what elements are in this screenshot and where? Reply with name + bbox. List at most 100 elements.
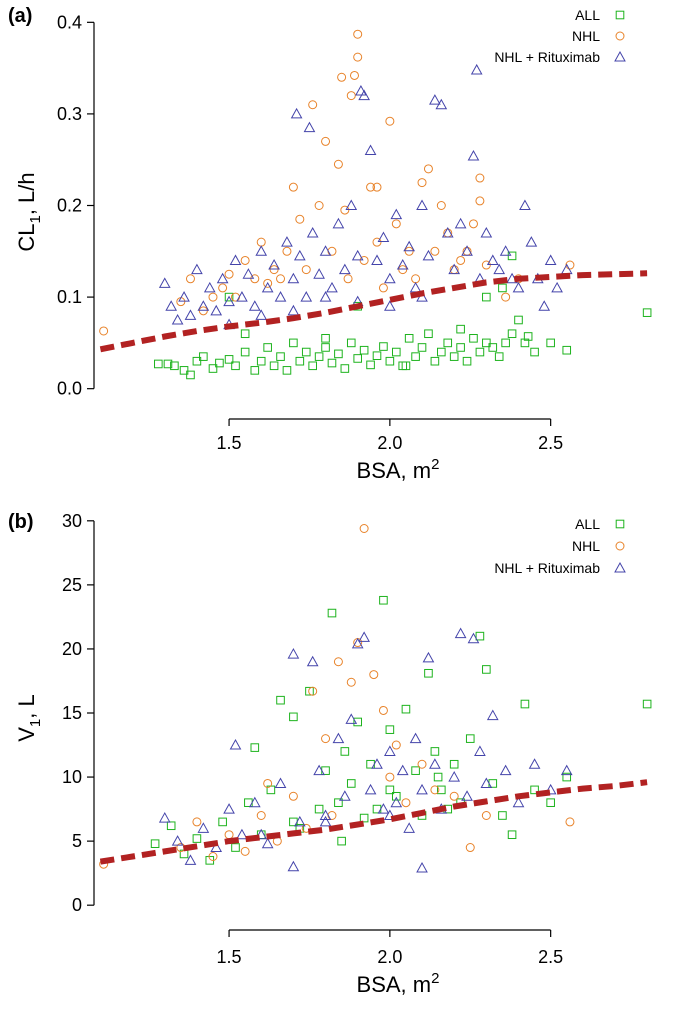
data-point xyxy=(199,352,208,361)
data-point xyxy=(203,281,216,293)
data-point xyxy=(449,791,459,801)
data-point xyxy=(287,860,300,872)
data-point xyxy=(340,205,350,215)
data-point xyxy=(475,631,485,641)
data-point xyxy=(343,274,353,284)
data-point xyxy=(480,777,493,788)
data-point xyxy=(366,182,376,192)
data-point xyxy=(430,785,440,795)
x-axis-title-main: BSA, m xyxy=(357,972,432,997)
y-tick-label: 15 xyxy=(62,703,82,723)
data-point xyxy=(475,347,485,357)
data-point xyxy=(528,758,541,769)
data-point xyxy=(379,342,388,351)
data-point xyxy=(321,343,330,352)
data-point xyxy=(305,686,314,696)
data-point xyxy=(353,52,363,62)
legend-marker xyxy=(615,31,625,41)
data-point xyxy=(327,358,337,368)
data-point xyxy=(332,732,345,744)
data-point xyxy=(441,226,454,238)
data-point xyxy=(250,366,260,375)
data-point xyxy=(236,291,248,302)
data-point xyxy=(474,745,486,756)
y-tick-label: 0 xyxy=(72,895,82,915)
data-point xyxy=(326,281,338,293)
data-point xyxy=(301,265,311,275)
data-point xyxy=(416,199,428,210)
data-point xyxy=(276,352,285,361)
data-point xyxy=(435,98,448,110)
data-point xyxy=(560,764,573,776)
y-tick-label: 20 xyxy=(62,639,82,659)
data-point xyxy=(437,347,446,357)
data-point xyxy=(261,281,274,293)
data-point xyxy=(351,637,364,649)
data-point xyxy=(436,201,446,210)
data-point xyxy=(163,359,173,369)
data-point xyxy=(240,329,250,339)
data-point xyxy=(520,699,530,709)
data-point xyxy=(353,29,363,39)
data-point xyxy=(308,361,317,371)
data-point xyxy=(530,785,539,795)
data-point xyxy=(154,359,163,369)
data-point xyxy=(507,830,517,840)
data-point xyxy=(468,219,478,229)
data-point xyxy=(295,356,305,366)
data-point xyxy=(269,265,279,275)
data-point xyxy=(409,732,422,744)
data-point xyxy=(379,595,388,605)
data-point xyxy=(469,334,478,343)
data-point xyxy=(391,740,401,750)
data-point xyxy=(498,811,507,820)
data-point xyxy=(319,291,332,302)
data-point xyxy=(371,254,383,265)
data-point xyxy=(359,813,369,823)
data-point xyxy=(208,364,218,373)
data-point xyxy=(256,356,266,366)
data-point xyxy=(385,356,395,366)
data-point xyxy=(481,811,491,820)
data-point xyxy=(429,94,441,105)
data-point xyxy=(229,254,242,265)
data-point xyxy=(274,291,287,302)
data-point xyxy=(449,759,459,769)
data-point xyxy=(401,798,411,808)
data-point xyxy=(150,839,160,848)
legend-label: NHL xyxy=(572,538,600,554)
data-point xyxy=(192,834,202,843)
data-point xyxy=(282,246,292,256)
legend-label: NHL xyxy=(572,28,600,44)
data-point xyxy=(377,231,390,243)
data-point xyxy=(454,627,467,639)
data-point xyxy=(499,245,512,256)
y-tick-label: 0.2 xyxy=(57,196,82,216)
data-point xyxy=(493,263,506,275)
data-point xyxy=(409,281,422,293)
x-axis-title: BSA, m2 xyxy=(357,456,440,483)
data-point xyxy=(351,249,364,261)
data-point xyxy=(287,648,300,659)
data-point xyxy=(314,352,324,361)
data-point xyxy=(384,300,396,311)
data-point xyxy=(165,300,178,311)
data-point xyxy=(385,772,395,782)
data-point xyxy=(391,791,401,801)
legend: ALL NHL NHL + Rituximab xyxy=(494,7,626,65)
data-point xyxy=(565,817,575,827)
data-point xyxy=(197,822,210,833)
data-point xyxy=(255,245,268,256)
data-point xyxy=(369,670,379,680)
data-point xyxy=(384,272,396,284)
data-point xyxy=(546,338,555,348)
data-point xyxy=(321,734,331,744)
data-point xyxy=(287,272,300,284)
data-point xyxy=(263,778,273,788)
data-point xyxy=(498,283,507,293)
data-point xyxy=(319,245,332,256)
data-point xyxy=(321,334,330,343)
data-point xyxy=(396,764,409,776)
data-point xyxy=(378,705,388,715)
x-axis-title-sup: 2 xyxy=(431,970,439,987)
